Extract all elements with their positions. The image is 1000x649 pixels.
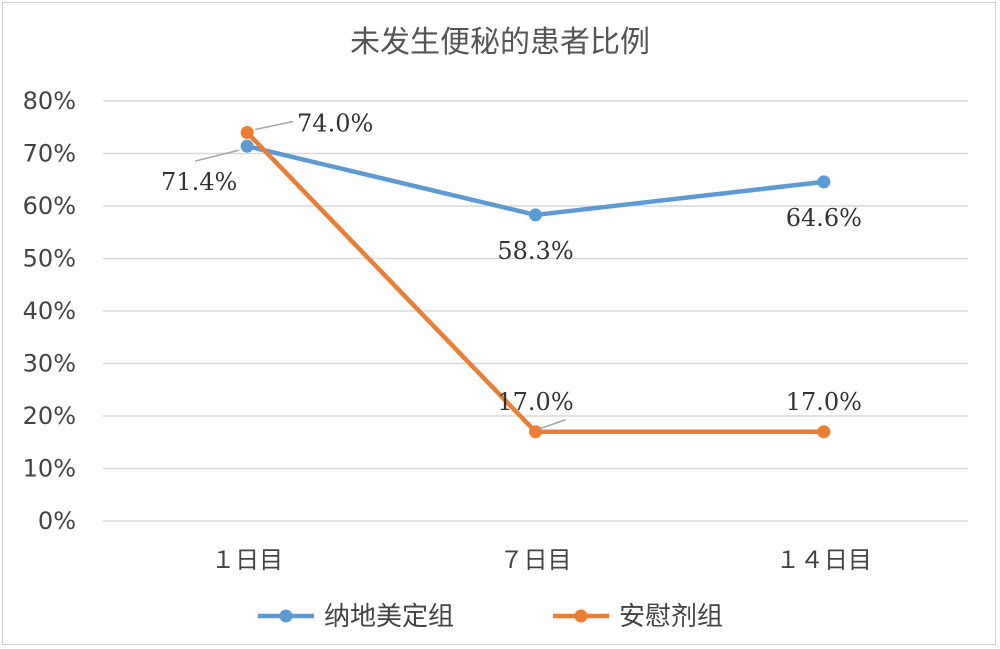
y-tick-label: 50% bbox=[23, 245, 76, 273]
leader-line bbox=[255, 120, 294, 131]
data-point bbox=[529, 425, 542, 439]
y-tick-label: 40% bbox=[23, 297, 76, 325]
data-point bbox=[240, 139, 254, 153]
y-tick-label: 60% bbox=[23, 192, 76, 220]
y-tick-label: 20% bbox=[23, 402, 76, 430]
data-label: 71.4% bbox=[161, 168, 237, 196]
y-tick-label: 30% bbox=[23, 350, 76, 378]
chart-title: 未发生便秘的患者比例 bbox=[350, 25, 650, 60]
x-category-label: ７日目 bbox=[500, 546, 572, 574]
gridlines bbox=[103, 100, 968, 522]
x-axis-categories: １日目 ７日目 １４日目 bbox=[211, 546, 872, 574]
legend-label: 纳地美定组 bbox=[324, 602, 454, 632]
leader-line bbox=[539, 419, 566, 430]
series-layer bbox=[240, 126, 831, 439]
data-point bbox=[240, 126, 254, 139]
y-tick-label: 10% bbox=[23, 455, 76, 483]
x-category-label: １４日目 bbox=[776, 546, 872, 574]
data-point bbox=[817, 425, 831, 439]
series-line bbox=[244, 143, 827, 218]
data-label: 17.0% bbox=[497, 388, 573, 416]
legend: 纳地美定组 安慰剂组 bbox=[258, 602, 723, 632]
data-point bbox=[529, 208, 542, 222]
data-label: 58.3% bbox=[497, 237, 573, 265]
y-axis-ticks: 0% 10% 20% 30% 40% 50% 60% 70% 80% bbox=[23, 87, 76, 535]
legend-marker bbox=[574, 609, 588, 623]
data-label: 17.0% bbox=[786, 388, 862, 416]
data-labels: 71.4% 58.3% 64.6% 74.0% 17.0% 17.0% bbox=[161, 110, 862, 430]
legend-label: 安慰剂组 bbox=[619, 602, 723, 632]
x-category-label: １日目 bbox=[211, 546, 283, 574]
y-tick-label: 0% bbox=[38, 507, 76, 535]
y-tick-label: 70% bbox=[23, 140, 76, 168]
leader-line bbox=[194, 149, 240, 162]
data-point bbox=[817, 175, 831, 189]
y-tick-label: 80% bbox=[23, 87, 76, 115]
legend-marker bbox=[279, 609, 293, 623]
data-label: 74.0% bbox=[297, 110, 373, 138]
data-label: 64.6% bbox=[786, 204, 862, 232]
